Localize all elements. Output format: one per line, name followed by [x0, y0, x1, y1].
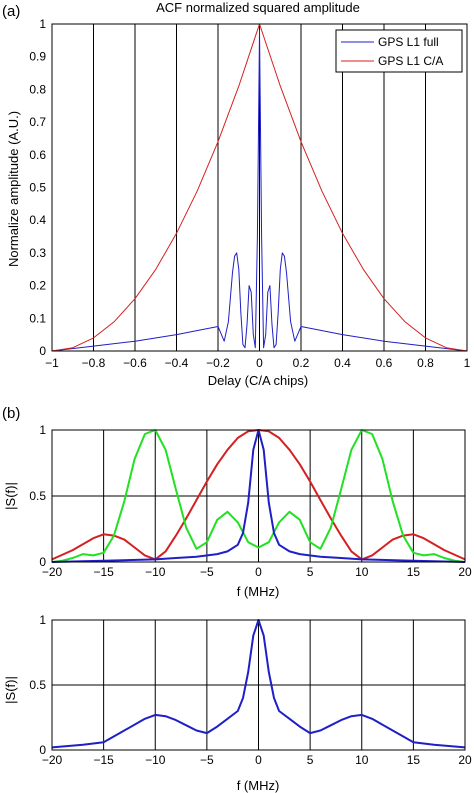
spectrum-bottom-y-tick-label: 1 — [39, 613, 46, 627]
spectrum-top-x-tick-label: 5 — [307, 565, 314, 579]
spectrum-bottom-plot-frame — [51, 619, 466, 751]
acf-x-tick-label: 0.6 — [376, 356, 393, 370]
spectrum-top-grid — [52, 430, 465, 562]
spectrum-top-x-tick-label: −15 — [93, 565, 114, 579]
spectrum-top-ticks: −20 −15 −10 −5 0 5 10 15 20 0 0.5 1 — [29, 423, 472, 579]
spectrum-bottom-x-axis-label: f (MHz) — [237, 778, 280, 793]
acf-plot-frame — [51, 23, 468, 352]
legend-label-full: GPS L1 full — [378, 35, 439, 49]
acf-x-tick-label: −0.2 — [206, 356, 230, 370]
acf-y-tick-label: 0.2 — [29, 279, 46, 293]
acf-y-tick-label: 0.5 — [29, 181, 46, 195]
acf-ticks: −1 −0.8 −0.6 −0.4 −0.2 0 0.2 0.4 0.6 0.8 1 0 0.1 0.2 0… — [29, 17, 470, 370]
spectrum-bottom-y-axis-label: |S(f)| — [3, 676, 18, 704]
acf-y-tick-label: 0.3 — [29, 246, 46, 260]
spectrum-bottom-x-tick-label: −20 — [42, 753, 63, 767]
spectrum-top-y-tick-label: 1 — [39, 423, 46, 437]
acf-x-tick-label: −0.8 — [82, 356, 106, 370]
acf-y-tick-label: 1 — [39, 17, 46, 31]
spectrum-bottom-x-tick-label: −10 — [145, 753, 166, 767]
acf-x-tick-label: 0.2 — [293, 356, 310, 370]
spectrum-bottom-ticks: −20 −15 −10 −5 0 5 10 15 20 0 0.5 1 — [29, 613, 472, 767]
legend-label-ca: GPS L1 C/A — [378, 54, 443, 68]
spectrum-bottom-y-tick-label: 0 — [39, 743, 46, 757]
acf-x-tick-label: 0.8 — [417, 356, 434, 370]
spectrum-top-x-axis-label: f (MHz) — [237, 584, 280, 599]
spectrum-top-x-tick-label: 10 — [355, 565, 369, 579]
acf-y-tick-label: 0.4 — [29, 213, 46, 227]
panel-label-a: (a) — [2, 3, 20, 20]
acf-x-tick-label: 0 — [256, 356, 263, 370]
spectrum-chart-bottom: f (MHz) |S(f)| −20 −15 −10 −5 0 5 10 15 20 0 0.5 1 — [3, 613, 472, 793]
legend-box — [335, 29, 463, 73]
spectrum-bottom-x-tick-label: 15 — [407, 753, 421, 767]
acf-x-tick-label: −1 — [45, 356, 59, 370]
spectrum-bottom-x-tick-label: 10 — [355, 753, 369, 767]
spectrum-top-y-tick-label: 0.5 — [29, 489, 46, 503]
spectrum-bottom-x-tick-label: −15 — [93, 753, 114, 767]
spectrum-top-x-tick-label: −20 — [42, 565, 63, 579]
spectrum-top-y-axis-label: |S(f)| — [3, 482, 18, 510]
spectrum-bottom-x-tick-label: 5 — [307, 753, 314, 767]
spectrum-bottom-grid — [52, 620, 465, 750]
spectrum-top-x-tick-label: 0 — [255, 565, 262, 579]
acf-x-tick-label: −0.6 — [123, 356, 147, 370]
spectrum-top-plot-frame — [51, 429, 466, 563]
acf-series-line-0 — [51, 30, 468, 352]
spectrum-bottom-x-tick-label: −5 — [200, 753, 214, 767]
acf-y-tick-label: 0.1 — [29, 311, 46, 325]
panel-label-b: (b) — [2, 405, 20, 422]
acf-chart-title: ACF normalized squared amplitude — [156, 0, 360, 15]
spectrum-top-x-tick-label: 15 — [407, 565, 421, 579]
acf-x-tick-label: −0.4 — [165, 356, 189, 370]
spectrum-bottom-x-tick-label: 20 — [458, 753, 472, 767]
acf-chart: ACF normalized squared amplitude Delay (… — [6, 0, 471, 388]
acf-y-tick-label: 0.7 — [29, 115, 46, 129]
spectrum-top-y-tick-label: 0 — [39, 555, 46, 569]
acf-y-tick-label: 0.9 — [29, 50, 46, 64]
acf-y-tick-label: 0 — [39, 344, 46, 358]
spectrum-top-x-tick-label: −10 — [145, 565, 166, 579]
acf-y-tick-label: 0.6 — [29, 148, 46, 162]
acf-y-tick-label: 0.8 — [29, 82, 46, 96]
spectrum-top-x-tick-label: −5 — [200, 565, 214, 579]
acf-x-axis-label: Delay (C/A chips) — [208, 373, 308, 388]
spectrum-bottom-y-tick-label: 0.5 — [29, 678, 46, 692]
spectrum-bottom-x-tick-label: 0 — [255, 753, 262, 767]
acf-x-tick-label: 0.4 — [334, 356, 351, 370]
acf-y-axis-label: Normalize amplitude (A.U.) — [6, 111, 21, 267]
spectrum-chart-top: f (MHz) |S(f)| −20 −15 −10 −5 0 5 10 15 20 0 0.5 1 — [3, 423, 472, 599]
acf-x-tick-label: 1 — [464, 356, 471, 370]
spectrum-top-series-line-1 — [51, 429, 466, 563]
spectrum-top-x-tick-label: 20 — [458, 565, 472, 579]
acf-legend: GPS L1 full GPS L1 C/A — [335, 29, 463, 73]
